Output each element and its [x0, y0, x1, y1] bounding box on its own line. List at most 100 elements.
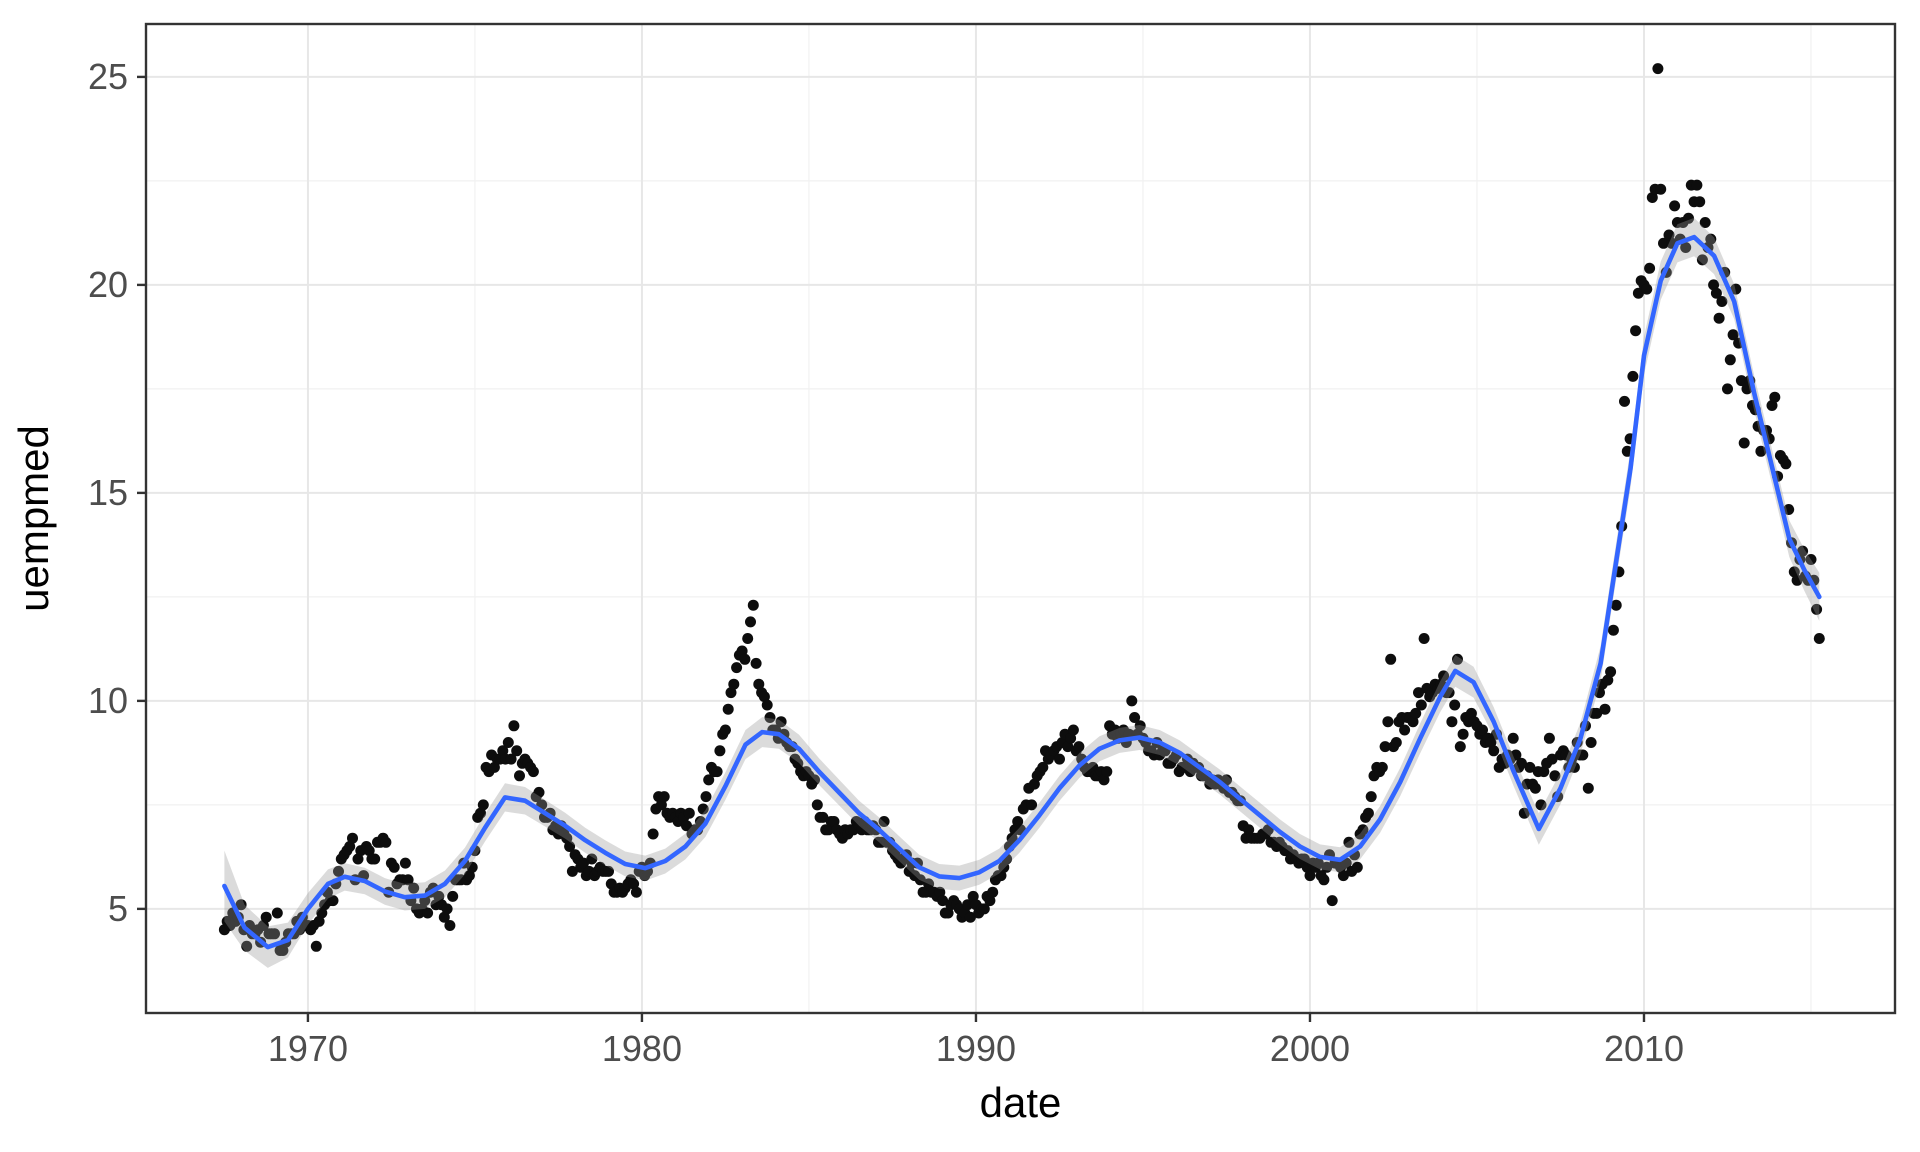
data-point	[1067, 724, 1079, 736]
data-point	[1699, 217, 1711, 228]
data-point	[1379, 741, 1391, 753]
data-point	[1658, 237, 1669, 249]
y-tick-label: 5	[108, 888, 128, 929]
x-axis-title: date	[980, 1079, 1062, 1126]
data-point	[1410, 707, 1422, 719]
data-point	[1599, 703, 1611, 715]
data-point	[700, 791, 712, 803]
data-point	[1769, 391, 1781, 403]
data-point	[719, 724, 731, 736]
data-point	[995, 870, 1007, 882]
data-point	[750, 657, 762, 669]
data-point	[1134, 720, 1146, 732]
data-point	[775, 716, 787, 728]
data-point	[1446, 716, 1458, 728]
data-point	[260, 911, 272, 923]
data-point	[603, 865, 614, 877]
data-point	[1727, 329, 1739, 341]
data-point	[745, 616, 756, 628]
data-point	[605, 878, 617, 890]
data-point	[1582, 782, 1594, 794]
data-point	[1243, 824, 1255, 836]
data-point	[962, 899, 974, 911]
data-point	[1669, 200, 1681, 212]
data-point	[1585, 737, 1597, 748]
data-point	[647, 828, 659, 840]
y-axis-tick-labels: 5 10 15 20 25	[88, 56, 128, 929]
data-point	[402, 874, 414, 886]
data-point	[937, 895, 949, 907]
gridlines-major	[146, 24, 1895, 1013]
data-point	[316, 907, 328, 919]
data-point	[822, 824, 834, 836]
data-point	[1811, 603, 1823, 615]
data-point	[408, 882, 420, 894]
data-point	[1351, 861, 1363, 873]
data-point	[1399, 724, 1411, 736]
data-point	[967, 890, 979, 902]
data-point	[1438, 670, 1450, 682]
data-point	[586, 853, 598, 865]
axis-tick-marks	[137, 75, 1646, 1022]
data-point	[1538, 766, 1550, 778]
data-point	[269, 928, 280, 940]
data-point	[433, 890, 445, 902]
data-point	[683, 807, 695, 819]
data-point	[731, 662, 743, 674]
data-point	[514, 770, 525, 782]
x-tick-label: 1990	[936, 1028, 1016, 1069]
data-point	[1766, 400, 1778, 411]
data-point	[475, 807, 486, 819]
data-point	[1713, 312, 1725, 324]
data-point	[466, 861, 478, 873]
data-point	[964, 911, 976, 923]
data-point	[942, 907, 954, 919]
data-point	[809, 774, 820, 786]
data-point	[388, 861, 400, 873]
data-point	[1006, 832, 1018, 844]
data-point	[761, 699, 773, 711]
data-point	[1602, 674, 1614, 686]
data-point	[1683, 212, 1694, 224]
panel-border	[144, 22, 1897, 1015]
data-point	[441, 903, 453, 915]
data-point	[1691, 179, 1703, 191]
data-point	[422, 907, 434, 919]
data-point	[1705, 233, 1717, 245]
data-point	[1073, 741, 1085, 753]
data-point	[1340, 857, 1352, 869]
data-point	[1457, 728, 1469, 740]
data-point	[1663, 229, 1675, 241]
data-point	[1098, 774, 1110, 786]
data-point	[1318, 874, 1330, 886]
data-point	[1591, 707, 1603, 719]
x-tick-label: 1970	[268, 1028, 348, 1069]
data-point	[722, 703, 734, 715]
data-point	[1722, 383, 1733, 395]
data-point	[1012, 816, 1024, 827]
data-point	[934, 886, 946, 898]
data-point	[380, 836, 392, 848]
data-point	[739, 653, 751, 665]
data-point	[978, 903, 990, 915]
data-point	[508, 720, 520, 732]
data-point	[1780, 458, 1792, 470]
data-point	[333, 865, 344, 877]
x-tick-label: 2010	[1604, 1028, 1684, 1069]
data-point	[1415, 699, 1427, 711]
loess-smooth-line	[222, 234, 1822, 950]
data-point	[747, 599, 759, 611]
data-point	[1129, 712, 1141, 723]
data-point	[1312, 857, 1324, 869]
data-point	[878, 816, 890, 827]
data-point	[1065, 732, 1077, 744]
data-point	[714, 745, 726, 757]
data-point	[764, 712, 776, 723]
data-point	[1516, 757, 1527, 769]
data-point	[817, 811, 829, 823]
data-point	[1652, 63, 1664, 75]
data-point	[564, 841, 576, 852]
data-point	[1449, 699, 1461, 711]
